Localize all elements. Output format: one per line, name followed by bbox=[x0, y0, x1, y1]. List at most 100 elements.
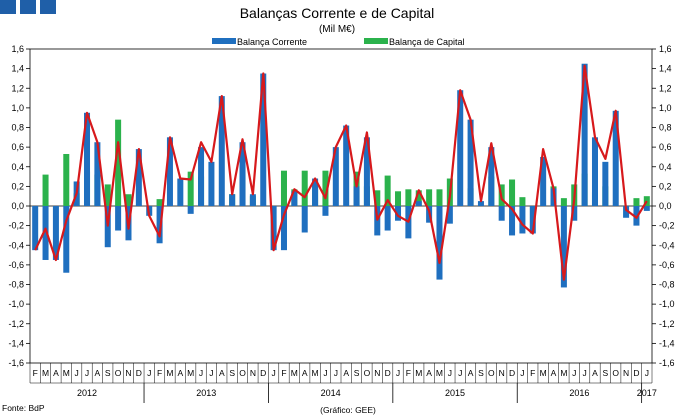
year-label: 2014 bbox=[321, 388, 341, 398]
bar-balanca-capital bbox=[643, 196, 650, 206]
bar-balanca-capital bbox=[509, 179, 516, 206]
month-label: N bbox=[499, 368, 505, 378]
series-balanca-corrente bbox=[32, 63, 650, 288]
month-label: J bbox=[85, 368, 89, 378]
y-tick-label-left: 0,4 bbox=[11, 162, 24, 172]
month-label: N bbox=[374, 368, 380, 378]
bar-balanca-corrente bbox=[322, 206, 329, 216]
source-note: Fonte: BdP bbox=[2, 403, 45, 413]
month-label: J bbox=[271, 368, 275, 378]
chart-legend: Balança Corrente Balança de Capital bbox=[212, 37, 465, 47]
month-label: S bbox=[229, 368, 235, 378]
bar-balanca-corrente bbox=[156, 206, 163, 244]
month-label: O bbox=[612, 368, 619, 378]
month-label: J bbox=[147, 368, 151, 378]
bar-balanca-corrente bbox=[509, 206, 516, 236]
month-label: A bbox=[468, 368, 474, 378]
bar-balanca-corrente bbox=[363, 137, 370, 206]
y-tick-label-left: 0,0 bbox=[11, 201, 24, 211]
y-tick-label-left: -1,6 bbox=[8, 358, 24, 368]
bar-balanca-corrente bbox=[415, 201, 422, 206]
bar-balanca-capital bbox=[280, 170, 287, 206]
month-label: A bbox=[219, 368, 225, 378]
y-tick-label-left: 0,2 bbox=[11, 181, 24, 191]
bar-balanca-corrente bbox=[498, 206, 505, 221]
bar-balanca-corrente bbox=[395, 206, 402, 221]
bar-balanca-corrente bbox=[270, 206, 277, 251]
bar-balanca-capital bbox=[115, 119, 122, 206]
bar-balanca-corrente bbox=[457, 90, 464, 206]
total-line bbox=[34, 64, 648, 281]
month-label: N bbox=[623, 368, 629, 378]
y-tick-label-left: 1,2 bbox=[11, 83, 24, 93]
bar-balanca-capital bbox=[104, 184, 111, 206]
y-tick-label-right: -0,8 bbox=[659, 280, 675, 290]
bar-balanca-corrente bbox=[436, 206, 443, 280]
y-tick-label-right: 0,8 bbox=[659, 123, 672, 133]
bar-balanca-corrente bbox=[519, 206, 526, 234]
bar-balanca-capital bbox=[426, 189, 433, 206]
bar-balanca-capital bbox=[384, 175, 391, 206]
month-label: J bbox=[209, 368, 213, 378]
y-tick-label-right: 1,2 bbox=[659, 83, 672, 93]
y-tick-label-right: -1,2 bbox=[659, 319, 675, 329]
month-label: J bbox=[334, 368, 338, 378]
bar-balanca-corrente bbox=[84, 112, 91, 206]
y-tick-label-right: -1,0 bbox=[659, 299, 675, 309]
bar-balanca-corrente bbox=[177, 178, 184, 206]
year-label: 2012 bbox=[77, 388, 97, 398]
bar-balanca-corrente bbox=[571, 206, 578, 221]
bar-balanca-corrente bbox=[52, 206, 59, 260]
month-label: O bbox=[239, 368, 246, 378]
y-tick-label-right: -0,4 bbox=[659, 240, 675, 250]
bar-balanca-corrente bbox=[488, 147, 495, 206]
bar-balanca-capital bbox=[519, 197, 526, 206]
month-label: S bbox=[354, 368, 360, 378]
bar-balanca-corrente bbox=[280, 206, 287, 251]
legend-label-balanca-corrente: Balança Corrente bbox=[237, 37, 307, 47]
month-label: A bbox=[592, 368, 598, 378]
month-label: M bbox=[560, 368, 567, 378]
legend-swatch-balanca-capital bbox=[364, 38, 388, 44]
bar-balanca-corrente bbox=[581, 63, 588, 206]
month-label: J bbox=[572, 368, 576, 378]
chart-credit: (Gráfico: GEE) bbox=[320, 405, 376, 415]
bar-balanca-corrente bbox=[602, 161, 609, 206]
month-label: F bbox=[406, 368, 411, 378]
bar-balanca-corrente bbox=[208, 161, 215, 206]
y-tick-label-right: -1,4 bbox=[659, 338, 675, 348]
y-tick-label-right: 0,4 bbox=[659, 162, 672, 172]
y-tick-label-right: 1,4 bbox=[659, 64, 672, 74]
bar-balanca-corrente bbox=[291, 191, 298, 206]
bar-balanca-corrente bbox=[301, 206, 308, 233]
y-tick-label-left: 1,4 bbox=[11, 64, 24, 74]
month-label: A bbox=[426, 368, 432, 378]
month-label: F bbox=[281, 368, 286, 378]
month-label: J bbox=[199, 368, 203, 378]
bar-balanca-corrente bbox=[623, 206, 630, 218]
legend-label-balanca-capital: Balança de Capital bbox=[389, 37, 465, 47]
bar-balanca-corrente bbox=[42, 206, 49, 260]
month-label: O bbox=[115, 368, 122, 378]
y-tick-label-left: -0,4 bbox=[8, 240, 24, 250]
bar-balanca-corrente bbox=[218, 96, 225, 206]
bar-balanca-capital bbox=[405, 189, 412, 206]
month-label: A bbox=[551, 368, 557, 378]
bar-balanca-capital bbox=[156, 199, 163, 206]
month-label: O bbox=[488, 368, 495, 378]
logo-square-1 bbox=[0, 0, 16, 14]
bar-balanca-corrente bbox=[540, 156, 547, 206]
month-label: M bbox=[42, 368, 49, 378]
y-tick-label-left: 0,6 bbox=[11, 142, 24, 152]
bar-balanca-capital bbox=[436, 189, 443, 206]
bar-balanca-capital bbox=[322, 170, 329, 206]
bar-balanca-corrente bbox=[467, 119, 474, 206]
bar-balanca-capital bbox=[415, 190, 422, 206]
month-label: J bbox=[645, 368, 649, 378]
y-tick-label-left: -1,4 bbox=[8, 338, 24, 348]
month-label: N bbox=[250, 368, 256, 378]
month-label: J bbox=[520, 368, 524, 378]
bar-balanca-corrente bbox=[343, 125, 350, 206]
month-label: A bbox=[53, 368, 59, 378]
